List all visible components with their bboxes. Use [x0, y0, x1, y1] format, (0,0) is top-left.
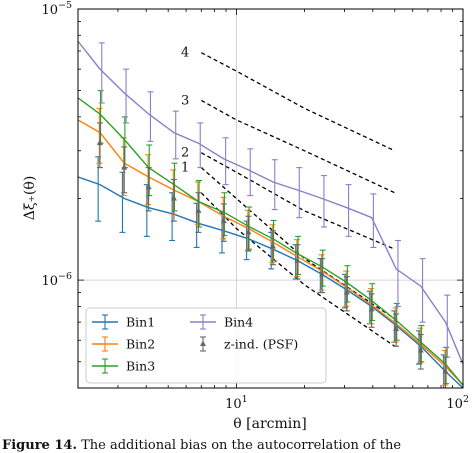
data-point	[319, 270, 326, 277]
dashed-line-labels: 4 3 21	[181, 46, 189, 176]
data-point	[96, 139, 103, 146]
data-point	[417, 347, 424, 353]
legend-label: z-ind. (PSF)	[224, 337, 298, 352]
dashed-line-label-4: 4	[181, 46, 189, 61]
data-point	[343, 289, 350, 295]
legend-swatch-marker	[200, 340, 206, 346]
data-point	[245, 228, 252, 235]
figure-caption: Figure 14. The additional bias on the au…	[2, 438, 401, 453]
legend-item-bin4: Bin4	[190, 314, 253, 330]
data-point	[368, 305, 375, 312]
data-point	[145, 183, 152, 190]
dashed-line-label-3: 3	[181, 93, 189, 108]
data-point	[393, 325, 400, 332]
legend-item-bin3: Bin3	[92, 358, 155, 374]
x-tick-label: 101	[225, 394, 248, 412]
legend-box	[85, 307, 327, 384]
data-point	[220, 217, 227, 224]
data-point	[269, 243, 276, 249]
series-bin4	[78, 40, 463, 365]
y-tick-label: 10−6	[41, 271, 72, 289]
dashed-line-unlabeled-4	[200, 192, 396, 347]
legend: Bin1 Bin2 Bin3 Bin4 z-ind. (PSF)	[85, 307, 327, 384]
dashed-line-3	[200, 99, 396, 194]
dashed-line-label-1: 1	[181, 161, 189, 176]
x-axis-label: θ [arcmin]	[233, 416, 306, 432]
series-line	[78, 40, 463, 365]
y-tick-label: 10−5	[41, 0, 72, 18]
caption-text: The additional bias on the autocorrelati…	[76, 438, 402, 453]
legend-label: Bin3	[126, 359, 155, 374]
legend-label: Bin1	[126, 315, 155, 330]
dashed-line-label-2: 2	[181, 146, 189, 161]
data-point	[170, 195, 177, 201]
dashed-line-4	[200, 52, 396, 152]
legend-label: Bin4	[224, 315, 253, 330]
series-group	[78, 40, 463, 388]
ticks: 101 102 10−6 10−5	[41, 0, 469, 412]
data-point	[442, 368, 449, 374]
legend-label: Bin2	[126, 337, 155, 352]
legend-item-bin1: Bin1	[92, 314, 155, 330]
data-point	[195, 207, 202, 213]
data-point	[294, 257, 301, 263]
x-tick-label: 102	[446, 394, 469, 412]
legend-item-z-ind-psf: z-ind. (PSF)	[200, 336, 298, 352]
dashed-line-2	[200, 152, 396, 250]
caption-label: Figure 14.	[2, 438, 77, 453]
data-point	[121, 164, 128, 170]
legend-item-bin2: Bin2	[92, 336, 155, 352]
series-z-ind-psf	[96, 122, 449, 388]
y-axis-label: Δξ₊(θ)	[22, 176, 38, 221]
